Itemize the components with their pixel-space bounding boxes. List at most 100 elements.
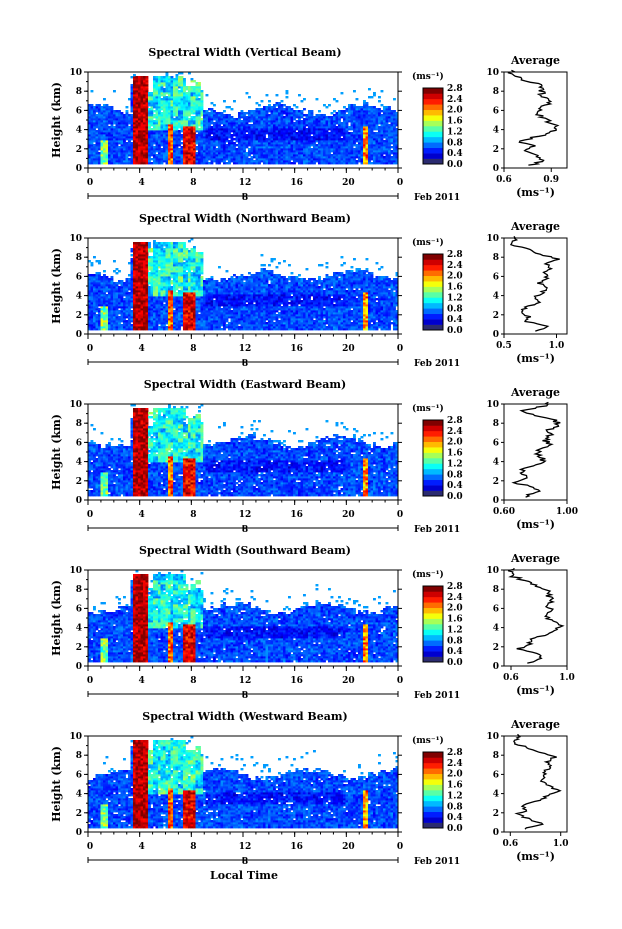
- heatmap-cell: [115, 126, 119, 129]
- heatmap-cell: [90, 300, 94, 303]
- heatmap-cell: [160, 306, 164, 309]
- heatmap-cell: [130, 126, 134, 129]
- heatmap-cell: [153, 86, 156, 89]
- heatmap-cell: [120, 326, 124, 329]
- heatmap-cell: [308, 134, 311, 137]
- heatmap-cell: [93, 140, 96, 143]
- heatmap-cell: [98, 136, 101, 139]
- heatmap-cell: [373, 116, 376, 119]
- heatmap-cell: [365, 130, 369, 133]
- heatmap-cell: [90, 284, 94, 287]
- heatmap-cell: [163, 82, 166, 85]
- heatmap-cell: [308, 112, 311, 115]
- heatmap-cell: [195, 116, 199, 119]
- heatmap-cell: [153, 256, 156, 259]
- heatmap-cell: [328, 160, 331, 163]
- heatmap-cell: [395, 124, 398, 127]
- heatmap-cell: [333, 146, 336, 149]
- heatmap-cell: [223, 136, 226, 139]
- heatmap-cell: [123, 148, 126, 151]
- heatmap-cell: [95, 272, 99, 275]
- heatmap-cell: [128, 298, 131, 301]
- heatmap-cell: [355, 110, 359, 113]
- heatmap-cell: [323, 132, 326, 135]
- heatmap-cell: [295, 142, 299, 145]
- heatmap-cell: [175, 116, 179, 119]
- heatmap-cell: [160, 280, 164, 283]
- heatmap-cell: [90, 156, 94, 159]
- heatmap-cell: [235, 120, 239, 123]
- heatmap-cell: [255, 110, 259, 113]
- heatmap-cell: [238, 150, 241, 153]
- heatmap-cell: [245, 122, 249, 125]
- heatmap-cell: [100, 130, 104, 133]
- heatmap-cell: [268, 162, 271, 165]
- heatmap-cell: [145, 294, 149, 297]
- heatmap-cell: [273, 130, 276, 133]
- heatmap-cell: [148, 282, 151, 285]
- heatmap-cell: [165, 264, 169, 267]
- heatmap-cell: [330, 156, 334, 159]
- heatmap-cell: [113, 320, 116, 323]
- heatmap-cell: [135, 318, 139, 321]
- heatmap-cell: [218, 152, 221, 155]
- heatmap-cell: [183, 96, 186, 99]
- heatmap-cell: [168, 142, 171, 145]
- heatmap-cell: [153, 156, 156, 159]
- heatmap-cell: [265, 162, 269, 165]
- heatmap-cell: [128, 134, 131, 137]
- heatmap-cell: [268, 108, 271, 111]
- heatmap-cell: [305, 122, 309, 125]
- heatmap-cell: [125, 110, 129, 113]
- heatmap-cell: [195, 114, 199, 117]
- heatmap-cell: [95, 142, 99, 145]
- heatmap-cell: [115, 286, 119, 289]
- heatmap-cell: [283, 130, 286, 133]
- heatmap-cell: [203, 140, 206, 143]
- heatmap-cell: [133, 156, 136, 159]
- heatmap-cell: [160, 118, 164, 121]
- heatmap-cell: [123, 326, 126, 329]
- heatmap-cell: [145, 154, 149, 157]
- heatmap-cell: [395, 136, 398, 139]
- heatmap-cell: [163, 148, 166, 151]
- heatmap-cell: [250, 124, 254, 127]
- heatmap-cell: [145, 140, 149, 143]
- heatmap-cell: [348, 148, 351, 151]
- heatmap-cell: [178, 138, 181, 141]
- heatmap-cell: [290, 158, 294, 161]
- heatmap-cell: [123, 158, 126, 161]
- heatmap-cell: [378, 152, 381, 155]
- heatmap-cell: [155, 258, 159, 261]
- heatmap-cell: [375, 110, 379, 113]
- heatmap-cell: [165, 72, 169, 75]
- heatmap-cell: [280, 120, 284, 123]
- heatmap-cell: [170, 136, 174, 139]
- heatmap-cell: [320, 138, 324, 141]
- heatmap-cell: [173, 128, 176, 131]
- heatmap-cell: [280, 152, 284, 155]
- heatmap-cell: [315, 120, 319, 123]
- heatmap-cell: [113, 130, 116, 133]
- heatmap-cell: [163, 292, 166, 295]
- heatmap-cell: [358, 124, 361, 127]
- heatmap-cell: [285, 108, 289, 111]
- heatmap-cell: [273, 104, 276, 107]
- heatmap-cell: [88, 120, 91, 123]
- heatmap-cell: [298, 128, 301, 131]
- heatmap-cell: [383, 110, 386, 113]
- heatmap-cell: [130, 310, 134, 313]
- heatmap-cell: [180, 106, 184, 109]
- heatmap-cell: [350, 108, 354, 111]
- heatmap-cell: [293, 118, 296, 121]
- heatmap-cell: [278, 142, 281, 145]
- heatmap-cell: [133, 114, 136, 117]
- heatmap-cell: [263, 158, 266, 161]
- heatmap-cell: [175, 130, 179, 133]
- heatmap-cell: [308, 130, 311, 133]
- heatmap-cell: [145, 112, 149, 115]
- heatmap-cell: [153, 88, 156, 91]
- heatmap-cell: [335, 148, 339, 151]
- heatmap-cell: [128, 130, 131, 133]
- heatmap-cell: [208, 162, 211, 165]
